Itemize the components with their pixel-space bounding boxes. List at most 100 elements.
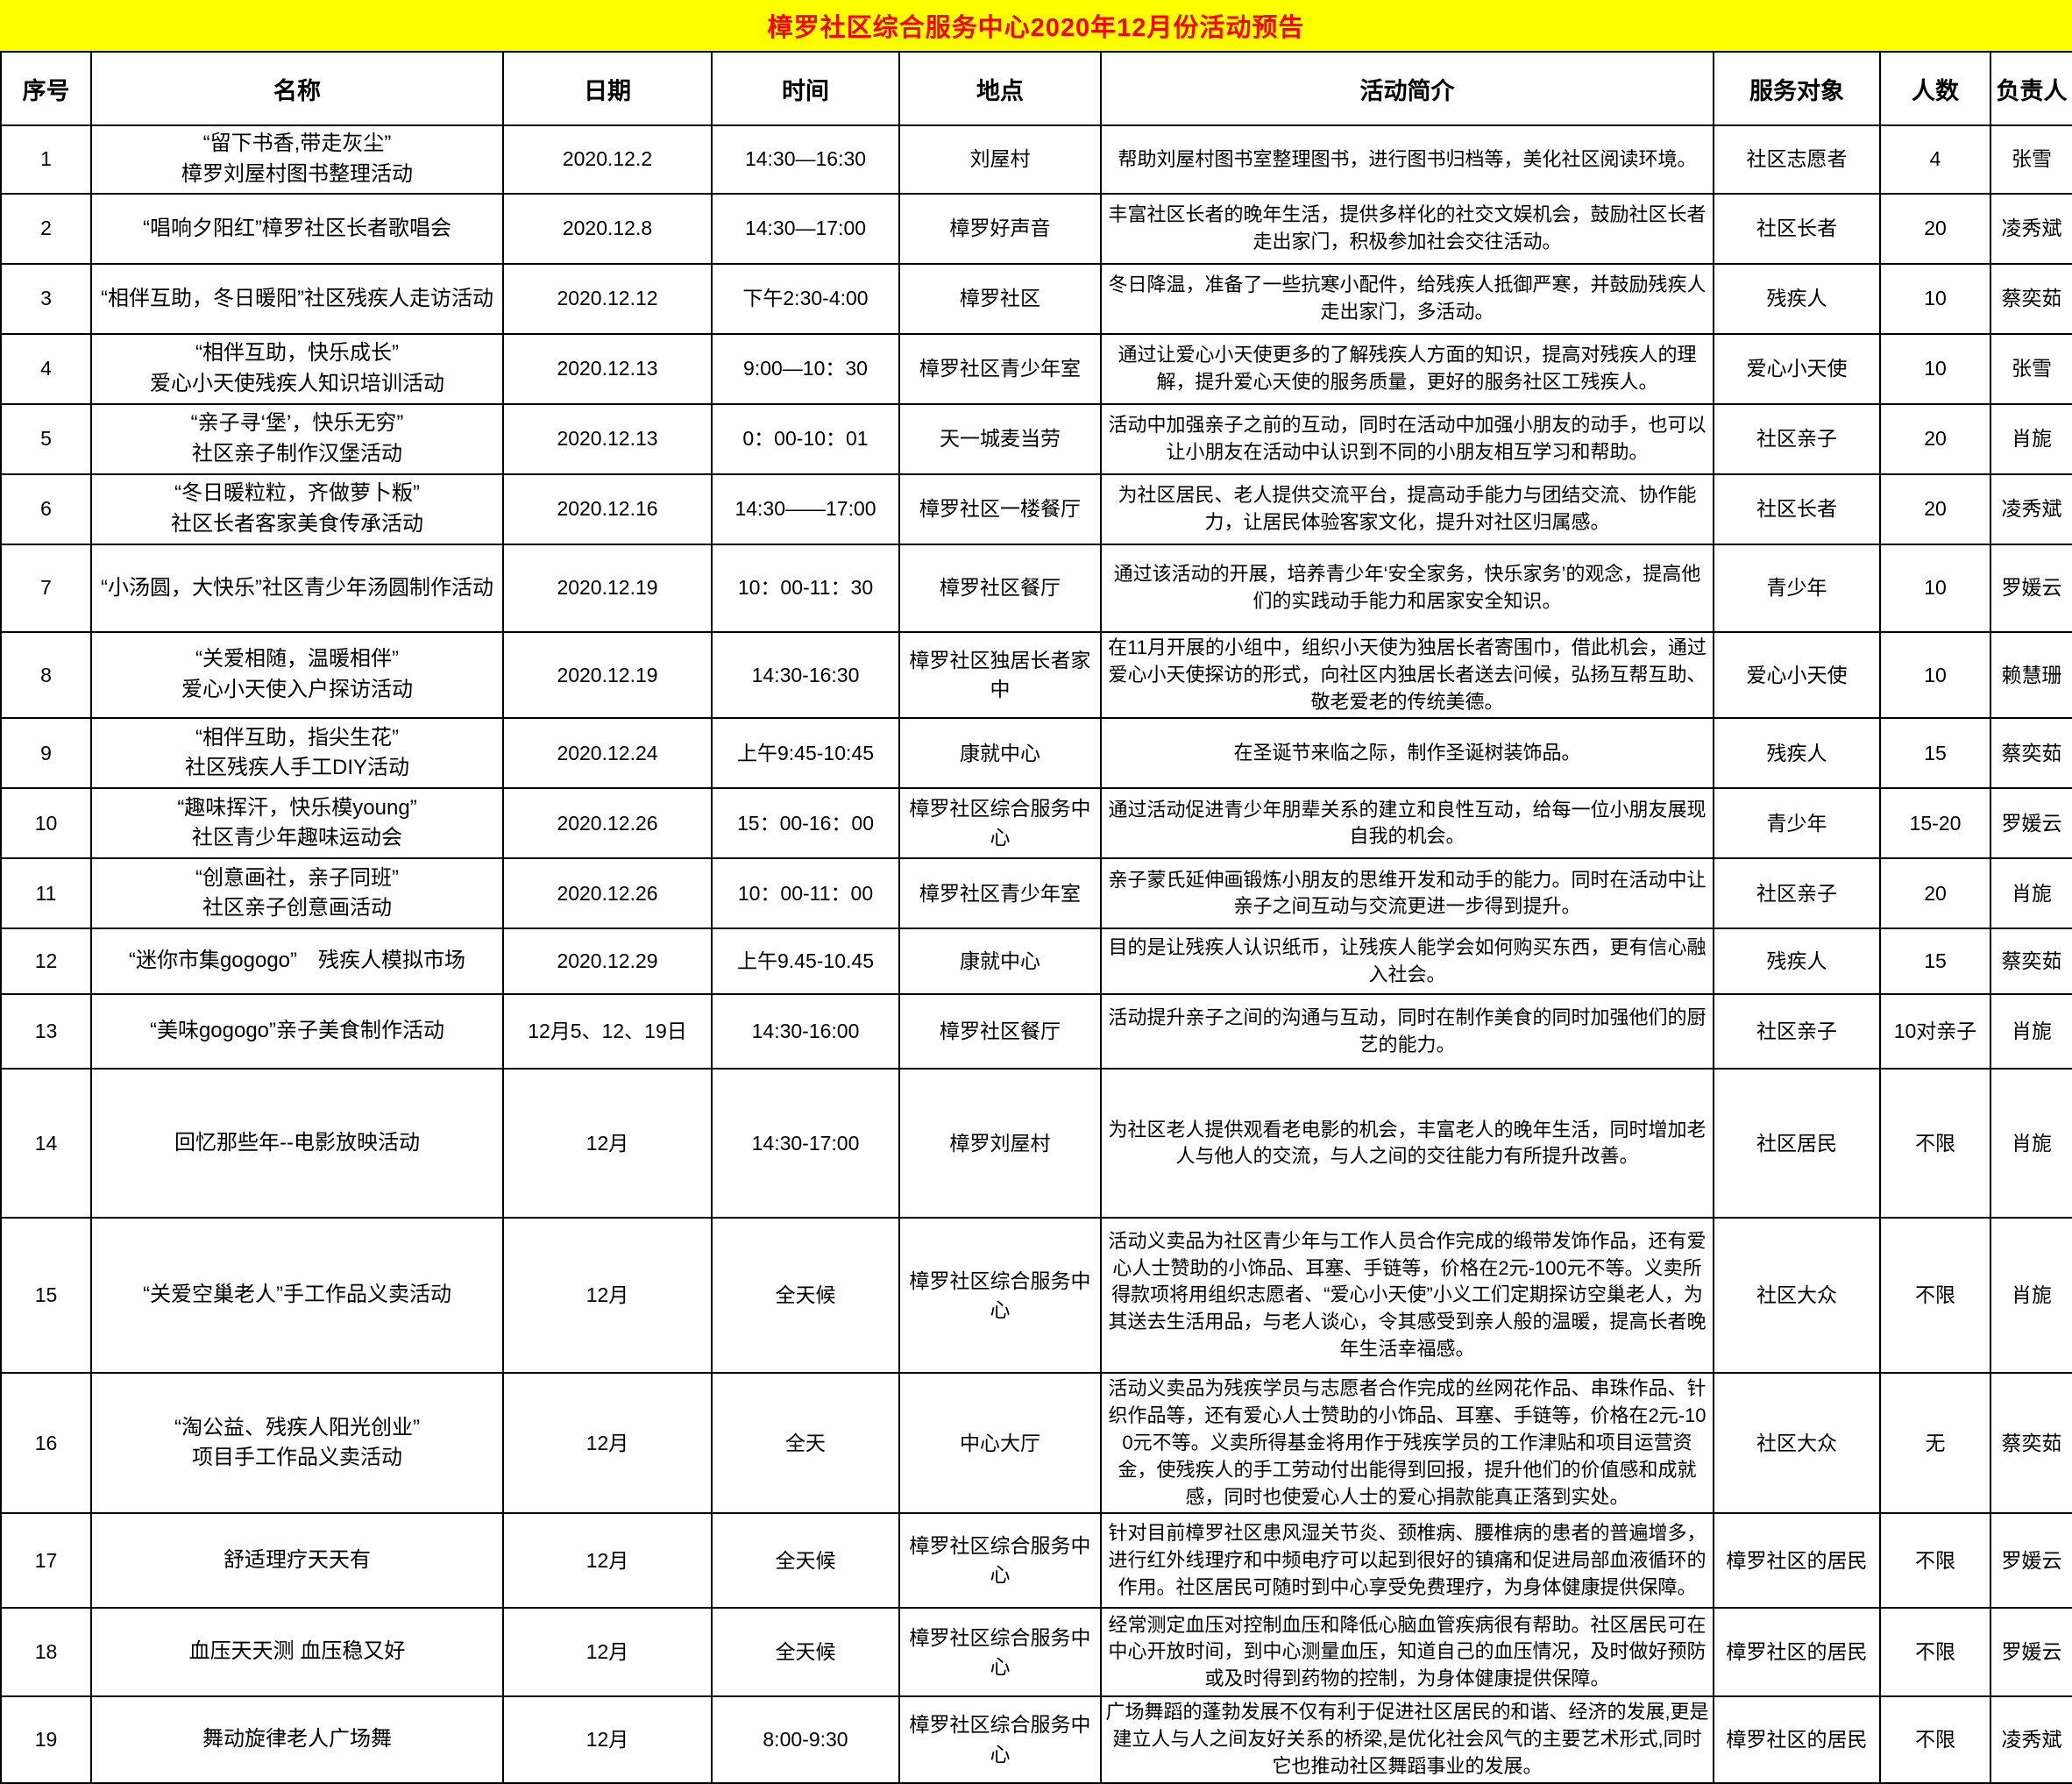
cell-place: 康就中心 — [898, 928, 1102, 996]
table-row: 4 “相伴互助，快乐成长” 爱心小天使残疾人知识培训活动 2020.12.13 … — [0, 333, 2072, 405]
cell-activity-description: 活动义卖品为残疾学员与志愿者合作完成的丝网花作品、串珠作品、针织作品等，还有爱心… — [1100, 1372, 1714, 1515]
cell-date: 2020.12.19 — [502, 544, 713, 633]
cell-activity-name: “唱响夕阳红”樟罗社区长者歌唱会 — [90, 193, 504, 265]
cell-activity-description: 帮助刘屋村图书室整理图书，进行图书归档等，美化社区阅读环境。 — [1100, 124, 1714, 195]
cell-service-target: 社区长者 — [1713, 193, 1881, 265]
cell-person-in-charge: 肖旎 — [1990, 993, 2072, 1070]
cell-service-target: 爱心小天使 — [1713, 333, 1881, 405]
table-body: 1 “留下书香,带走灰尘” 樟罗刘屋村图书整理活动 2020.12.2 14:3… — [0, 124, 2072, 1784]
cell-time: 8:00-9:30 — [711, 1695, 900, 1784]
table-row: 13 “美味gogogo”亲子美食制作活动 12月5、12、19日 14:30-… — [0, 993, 2072, 1070]
cell-date: 2020.12.13 — [502, 333, 713, 405]
cell-person-in-charge: 蔡奕茹 — [1990, 263, 2072, 335]
cell-place: 樟罗社区综合服务中心 — [898, 787, 1102, 860]
table-row: 9 “相伴互助，指尖生花” 社区残疾人手工DIY活动 2020.12.24 上午… — [0, 717, 2072, 790]
cell-date: 2020.12.16 — [502, 473, 713, 545]
cell-time: 14:30-17:00 — [711, 1068, 900, 1219]
cell-people-count: 4 — [1879, 124, 1991, 195]
cell-person-in-charge: 蔡奕茹 — [1990, 717, 2072, 790]
cell-date: 2020.12.12 — [502, 263, 713, 335]
cell-person-in-charge: 张雪 — [1990, 333, 2072, 405]
cell-people-count: 10 — [1879, 544, 1991, 633]
cell-service-target: 残疾人 — [1713, 717, 1881, 790]
cell-service-target: 青少年 — [1713, 544, 1881, 633]
cell-person-in-charge: 罗媛云 — [1990, 1607, 2072, 1698]
cell-people-count: 不限 — [1879, 1607, 1991, 1698]
cell-time: 上午9:45-10:45 — [711, 717, 900, 790]
cell-activity-name: “关爱空巢老人”手工作品义卖活动 — [90, 1217, 504, 1375]
cell-date: 12月 — [502, 1217, 713, 1375]
cell-activity-name: “相伴互助，指尖生花” 社区残疾人手工DIY活动 — [90, 717, 504, 790]
cell-activity-description: 亲子蒙氏延伸画锻炼小朋友的思维开发和动手的能力。同时在活动中让亲子之间互动与交流… — [1100, 857, 1714, 930]
cell-activity-name: “相伴互助，冬日暖阳”社区残疾人走访活动 — [90, 263, 504, 335]
cell-place: 天一城麦当劳 — [898, 403, 1102, 475]
cell-place: 樟罗社区一楼餐厅 — [898, 473, 1102, 545]
cell-activity-description: 活动中加强亲子之前的互动，同时在活动中加强小朋友的动手，也可以让小朋友在活动中认… — [1100, 403, 1714, 475]
cell-time: 上午9.45-10.45 — [711, 928, 900, 996]
cell-row-number: 12 — [0, 928, 92, 996]
cell-place: 刘屋村 — [898, 124, 1102, 195]
cell-time: 15：00-16：00 — [711, 787, 900, 860]
cell-date: 2020.12.8 — [502, 193, 713, 265]
cell-row-number: 15 — [0, 1217, 92, 1375]
cell-time: 10：00-11：00 — [711, 857, 900, 930]
cell-service-target: 社区大众 — [1713, 1217, 1881, 1375]
table-row: 16 “淘公益、残疾人阳光创业” 项目手工作品义卖活动 12月 全天 中心大厅 … — [0, 1372, 2072, 1515]
cell-date: 12月 — [502, 1607, 713, 1698]
table-row: 6 “冬日暖粒粒，齐做萝卜粄” 社区长者客家美食传承活动 2020.12.16 … — [0, 473, 2072, 545]
cell-person-in-charge: 罗媛云 — [1990, 1512, 2072, 1610]
cell-activity-name: “留下书香,带走灰尘” 樟罗刘屋村图书整理活动 — [90, 124, 504, 195]
cell-people-count: 20 — [1879, 193, 1991, 265]
cell-time: 全天候 — [711, 1512, 900, 1610]
table-row: 11 “创意画社，亲子同班” 社区亲子创意画活动 2020.12.26 10：0… — [0, 857, 2072, 930]
cell-activity-description: 活动义卖品为社区青少年与工作人员合作完成的缎带发饰作品，还有爱心人士赞助的小饰品… — [1100, 1217, 1714, 1375]
cell-activity-description: 活动提升亲子之间的沟通与互动，同时在制作美食的同时加强他们的厨艺的能力。 — [1100, 993, 1714, 1070]
cell-row-number: 16 — [0, 1372, 92, 1515]
cell-date: 2020.12.13 — [502, 403, 713, 475]
cell-place: 樟罗社区综合服务中心 — [898, 1512, 1102, 1610]
cell-place: 樟罗社区综合服务中心 — [898, 1695, 1102, 1784]
cell-person-in-charge: 罗媛云 — [1990, 787, 2072, 860]
cell-people-count: 20 — [1879, 403, 1991, 475]
cell-row-number: 9 — [0, 717, 92, 790]
cell-activity-description: 为社区老人提供观看老电影的机会，丰富老人的晚年生活，同时增加老人与他人的交流，与… — [1100, 1068, 1714, 1219]
cell-date: 12月 — [502, 1372, 713, 1515]
cell-row-number: 14 — [0, 1068, 92, 1219]
cell-activity-name: “创意画社，亲子同班” 社区亲子创意画活动 — [90, 857, 504, 930]
cell-row-number: 4 — [0, 333, 92, 405]
cell-person-in-charge: 凌秀斌 — [1990, 473, 2072, 545]
cell-service-target: 残疾人 — [1713, 928, 1881, 996]
cell-activity-name: 血压天天测 血压稳又好 — [90, 1607, 504, 1698]
cell-time: 全天候 — [711, 1217, 900, 1375]
cell-activity-name: “迷你市集gogogo” 残疾人模拟市场 — [90, 928, 504, 996]
table-row: 17 舒适理疗天天有 12月 全天候 樟罗社区综合服务中心 针对目前樟罗社区患风… — [0, 1512, 2072, 1610]
cell-people-count: 无 — [1879, 1372, 1991, 1515]
cell-service-target: 社区长者 — [1713, 473, 1881, 545]
cell-activity-name: “趣味挥汗，快乐模young” 社区青少年趣味运动会 — [90, 787, 504, 860]
table-row: 3 “相伴互助，冬日暖阳”社区残疾人走访活动 2020.12.12 下午2:30… — [0, 263, 2072, 335]
cell-activity-name: “美味gogogo”亲子美食制作活动 — [90, 993, 504, 1070]
table-row: 2 “唱响夕阳红”樟罗社区长者歌唱会 2020.12.8 14:30—17:00… — [0, 193, 2072, 265]
cell-row-number: 1 — [0, 124, 92, 195]
cell-activity-description: 通过该活动的开展，培养青少年‘安全家务，快乐家务’的观念，提高他们的实践动手能力… — [1100, 544, 1714, 633]
cell-row-number: 18 — [0, 1607, 92, 1698]
table-row: 7 “小汤圆，大快乐”社区青少年汤圆制作活动 2020.12.19 10：00-… — [0, 544, 2072, 633]
cell-place: 樟罗好声音 — [898, 193, 1102, 265]
cell-activity-name: 舒适理疗天天有 — [90, 1512, 504, 1610]
cell-activity-name: “小汤圆，大快乐”社区青少年汤圆制作活动 — [90, 544, 504, 633]
cell-people-count: 10对亲子 — [1879, 993, 1991, 1070]
column-header-name: 名称 — [90, 51, 504, 126]
cell-people-count: 15-20 — [1879, 787, 1991, 860]
cell-row-number: 17 — [0, 1512, 92, 1610]
cell-row-number: 2 — [0, 193, 92, 265]
cell-activity-description: 通过让爱心小天使更多的了解残疾人方面的知识，提高对残疾人的理解，提升爱心天使的服… — [1100, 333, 1714, 405]
cell-date: 12月 — [502, 1512, 713, 1610]
column-header-desc: 活动简介 — [1100, 51, 1714, 126]
cell-people-count: 20 — [1879, 473, 1991, 545]
cell-place: 樟罗社区综合服务中心 — [898, 1217, 1102, 1375]
table-row: 12 “迷你市集gogogo” 残疾人模拟市场 2020.12.29 上午9.4… — [0, 928, 2072, 996]
cell-service-target: 樟罗社区的居民 — [1713, 1695, 1881, 1784]
cell-person-in-charge: 凌秀斌 — [1990, 1695, 2072, 1784]
cell-service-target: 樟罗社区的居民 — [1713, 1607, 1881, 1698]
